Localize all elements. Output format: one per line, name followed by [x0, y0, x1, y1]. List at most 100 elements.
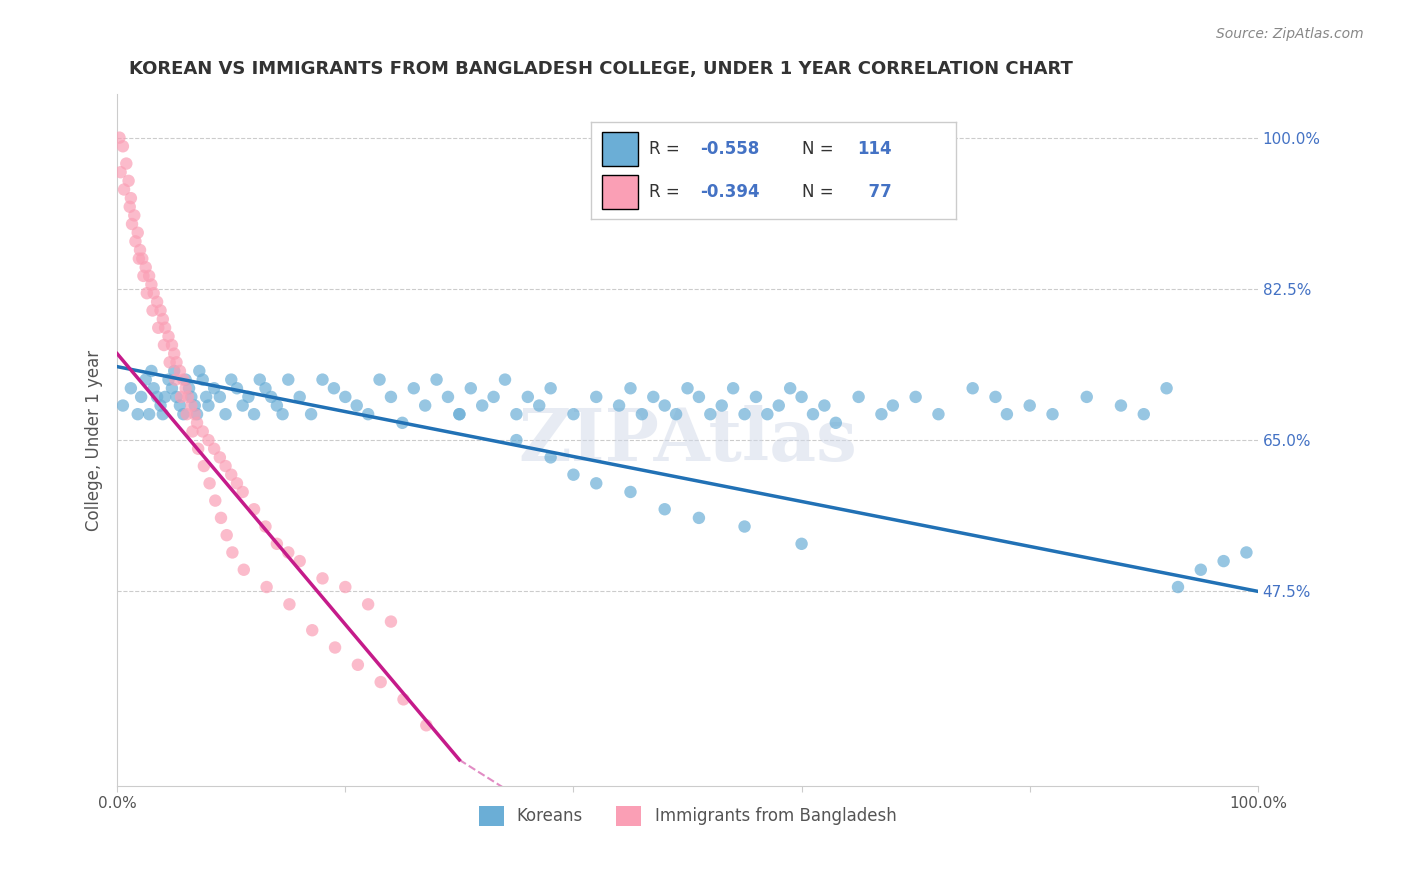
- Point: [1212, 554, 1234, 568]
- Point: [129, 243, 152, 257]
- Point: [159, 355, 181, 369]
- Point: [191, 373, 214, 387]
- Point: [214, 407, 236, 421]
- Point: [146, 294, 169, 309]
- Point: [153, 390, 176, 404]
- Point: [160, 338, 183, 352]
- Point: [209, 511, 232, 525]
- Point: [115, 156, 138, 170]
- Point: [153, 320, 176, 334]
- Point: [962, 381, 984, 395]
- Point: [460, 381, 482, 395]
- Point: [172, 407, 194, 421]
- Point: [214, 458, 236, 473]
- Point: [208, 390, 231, 404]
- Point: [927, 407, 949, 421]
- Point: [243, 407, 266, 421]
- Point: [131, 252, 153, 266]
- Point: [232, 399, 254, 413]
- Point: [141, 364, 163, 378]
- Point: [142, 381, 165, 395]
- Point: [380, 390, 402, 404]
- Point: [138, 407, 160, 421]
- Point: [790, 537, 813, 551]
- Point: [198, 476, 221, 491]
- Point: [415, 718, 437, 732]
- Point: [301, 624, 323, 638]
- Point: [654, 502, 676, 516]
- Text: ZIPAtlas: ZIPAtlas: [517, 405, 856, 475]
- Point: [165, 373, 187, 387]
- Point: [734, 519, 756, 533]
- Y-axis label: College, Under 1 year: College, Under 1 year: [86, 350, 103, 531]
- Point: [219, 373, 242, 387]
- Point: [177, 381, 200, 395]
- Point: [322, 381, 344, 395]
- Point: [127, 226, 149, 240]
- Point: [226, 476, 249, 491]
- Point: [813, 399, 835, 413]
- Point: [271, 407, 294, 421]
- Point: [882, 399, 904, 413]
- Point: [135, 260, 157, 275]
- Point: [654, 399, 676, 413]
- Point: [299, 407, 322, 421]
- Point: [232, 485, 254, 500]
- Point: [170, 390, 193, 404]
- Point: [1156, 381, 1178, 395]
- Point: [368, 373, 391, 387]
- Point: [347, 657, 370, 672]
- Point: [745, 390, 768, 404]
- Point: [135, 286, 157, 301]
- Point: [111, 399, 134, 413]
- Point: [870, 407, 893, 421]
- Point: [643, 390, 665, 404]
- Point: [335, 390, 357, 404]
- Point: [824, 416, 846, 430]
- Point: [995, 407, 1018, 421]
- Point: [426, 373, 449, 387]
- Point: [370, 675, 392, 690]
- Point: [505, 433, 527, 447]
- Point: [254, 381, 277, 395]
- Point: [110, 165, 132, 179]
- Point: [779, 381, 801, 395]
- Point: [413, 399, 436, 413]
- Point: [768, 399, 790, 413]
- Point: [790, 390, 813, 404]
- Point: [277, 545, 299, 559]
- Point: [710, 399, 733, 413]
- Point: [721, 381, 744, 395]
- Point: [1167, 580, 1189, 594]
- Point: [195, 390, 218, 404]
- Point: [1189, 563, 1212, 577]
- Point: [157, 329, 180, 343]
- Point: [402, 381, 425, 395]
- Point: [585, 390, 607, 404]
- Point: [132, 268, 155, 283]
- Legend: Koreans, Immigrants from Bangladesh: Koreans, Immigrants from Bangladesh: [472, 799, 903, 833]
- Point: [540, 450, 562, 465]
- Point: [631, 407, 654, 421]
- Point: [471, 399, 494, 413]
- Point: [699, 407, 721, 421]
- Point: [243, 502, 266, 516]
- Point: [111, 139, 134, 153]
- Point: [1132, 407, 1154, 421]
- Point: [607, 399, 630, 413]
- Point: [380, 615, 402, 629]
- Point: [180, 399, 202, 413]
- Point: [734, 407, 756, 421]
- Point: [127, 407, 149, 421]
- Point: [256, 580, 278, 594]
- Text: Source: ZipAtlas.com: Source: ZipAtlas.com: [1216, 27, 1364, 41]
- Point: [260, 390, 283, 404]
- Point: [585, 476, 607, 491]
- Point: [904, 390, 927, 404]
- Point: [323, 640, 346, 655]
- Point: [516, 390, 538, 404]
- Point: [1109, 399, 1132, 413]
- Point: [169, 399, 191, 413]
- Point: [138, 268, 160, 283]
- Point: [184, 399, 207, 413]
